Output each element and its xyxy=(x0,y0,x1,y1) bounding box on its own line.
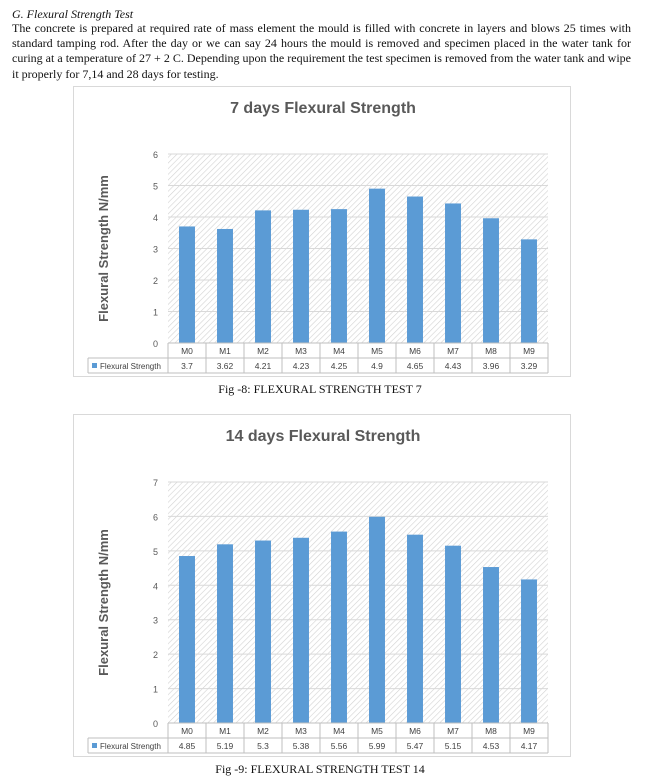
bar-m3 xyxy=(293,537,309,723)
data-label: 4.43 xyxy=(445,361,462,371)
data-label: 5.19 xyxy=(217,741,234,751)
figure-caption-9: Fig -9: FLEXURAL STRENGTH TEST 14 xyxy=(215,762,425,776)
chart-title: 14 days Flexural Strength xyxy=(226,428,421,445)
bar-m0 xyxy=(179,556,195,723)
data-label: 5.47 xyxy=(407,741,424,751)
bar-m7 xyxy=(445,203,461,343)
data-label: 4.17 xyxy=(521,741,538,751)
legend-swatch xyxy=(92,743,97,748)
bar-m0 xyxy=(179,226,195,343)
bar-m6 xyxy=(407,534,423,723)
category-label: M9 xyxy=(523,346,535,356)
y-tick-label: 1 xyxy=(153,685,158,695)
y-tick-label: 3 xyxy=(153,616,158,626)
category-label: M2 xyxy=(257,346,269,356)
bar-m5 xyxy=(369,188,385,343)
data-table: M0 3.7 M1 3.62 M2 4.21 M3 4.23 M4 4.25 M5 4.9 M6 4.65… xyxy=(87,342,549,374)
bar-m9 xyxy=(521,579,537,723)
data-label: 5.15 xyxy=(445,741,462,751)
y-axis-label: Flexural Strength N/mm xyxy=(96,529,111,676)
data-label: 5.3 xyxy=(257,741,269,751)
data-label: 4.21 xyxy=(255,361,272,371)
bar-m3 xyxy=(293,209,309,343)
legend-swatch xyxy=(92,363,97,368)
section-heading: G. Flexural Strength Test xyxy=(12,7,134,21)
category-label: M6 xyxy=(409,346,421,356)
bar-m5 xyxy=(369,516,385,723)
y-tick-label: 3 xyxy=(153,245,158,255)
y-tick-label: 4 xyxy=(153,213,158,223)
category-label: M2 xyxy=(257,726,269,736)
data-label: 4.9 xyxy=(371,361,383,371)
category-label: M4 xyxy=(333,346,345,356)
category-label: M8 xyxy=(485,726,497,736)
y-tick-label: 6 xyxy=(153,150,158,160)
bar-m9 xyxy=(521,239,537,343)
bar-m6 xyxy=(407,196,423,343)
category-label: M1 xyxy=(219,346,231,356)
bar-m7 xyxy=(445,545,461,723)
y-tick-label: 7 xyxy=(153,478,158,488)
data-label: 5.56 xyxy=(331,741,348,751)
figure-caption-8: Fig -8: FLEXURAL STRENGTH TEST 7 xyxy=(218,382,422,396)
chart-14-days: 14 days Flexural Strength Flexural Streng… xyxy=(73,414,571,757)
data-label: 5.38 xyxy=(293,741,310,751)
y-tick-label: 2 xyxy=(153,650,158,660)
category-label: M3 xyxy=(295,346,307,356)
body-paragraph: The concrete is prepared at required rat… xyxy=(12,21,631,81)
bar-m8 xyxy=(483,218,499,343)
category-label: M0 xyxy=(181,346,193,356)
bar-m1 xyxy=(217,544,233,723)
data-label: 3.62 xyxy=(217,361,234,371)
chart-title: 7 days Flexural Strength xyxy=(230,100,416,117)
data-label: 4.25 xyxy=(331,361,348,371)
y-tick-label: 6 xyxy=(153,512,158,522)
category-label: M1 xyxy=(219,726,231,736)
y-tick-label: 0 xyxy=(153,719,158,729)
category-label: M5 xyxy=(371,726,383,736)
y-tick-label: 1 xyxy=(153,308,158,318)
bar-m1 xyxy=(217,228,233,343)
data-label: 3.96 xyxy=(483,361,500,371)
y-tick-label: 5 xyxy=(153,182,158,192)
bar-m4 xyxy=(331,209,347,343)
legend-label: Flexural Strength xyxy=(100,742,161,751)
data-table: M0 4.85 M1 5.19 M2 5.3 M3 5.38 M4 5.56 M5 5.99 M6 5.4… xyxy=(87,722,549,754)
y-tick-label: 2 xyxy=(153,276,158,286)
category-label: M0 xyxy=(181,726,193,736)
chart-14-days-svg: 14 days Flexural Strength Flexural Streng… xyxy=(87,428,549,754)
bar-m4 xyxy=(331,531,347,723)
y-tick-label: 0 xyxy=(153,339,158,349)
data-label: 4.53 xyxy=(483,741,500,751)
chart-7-days-svg: 7 days Flexural Strength Flexural Strengt… xyxy=(87,100,549,374)
data-label: 4.65 xyxy=(407,361,424,371)
category-label: M4 xyxy=(333,726,345,736)
category-label: M5 xyxy=(371,346,383,356)
category-label: M3 xyxy=(295,726,307,736)
y-tick-label: 4 xyxy=(153,581,158,591)
bar-m2 xyxy=(255,540,271,723)
chart-7-days: 7 days Flexural Strength Flexural Strengt… xyxy=(73,86,571,377)
y-tick-label: 5 xyxy=(153,547,158,557)
category-label: M8 xyxy=(485,346,497,356)
category-label: M7 xyxy=(447,726,459,736)
data-label: 3.7 xyxy=(181,361,193,371)
bar-m8 xyxy=(483,567,499,723)
data-label: 5.99 xyxy=(369,741,386,751)
data-label: 4.85 xyxy=(179,741,196,751)
bar-m2 xyxy=(255,210,271,343)
data-label: 3.29 xyxy=(521,361,538,371)
data-label: 4.23 xyxy=(293,361,310,371)
category-label: M9 xyxy=(523,726,535,736)
category-label: M6 xyxy=(409,726,421,736)
category-label: M7 xyxy=(447,346,459,356)
legend-label: Flexural Strength xyxy=(100,362,161,371)
y-axis-label: Flexural Strength N/mm xyxy=(96,175,111,322)
